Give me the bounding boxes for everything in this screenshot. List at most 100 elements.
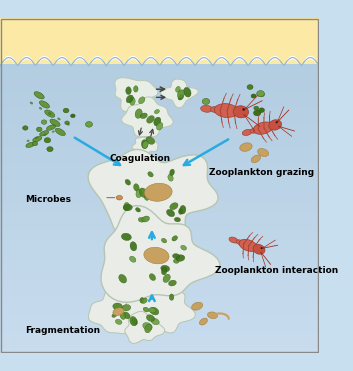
- Ellipse shape: [130, 97, 135, 105]
- Polygon shape: [40, 101, 49, 108]
- Text: Coagulation: Coagulation: [109, 154, 171, 163]
- Bar: [0, 341, 319, 348]
- Ellipse shape: [138, 217, 145, 222]
- Ellipse shape: [143, 307, 149, 312]
- Bar: [0, 56, 319, 62]
- Ellipse shape: [149, 308, 156, 313]
- Polygon shape: [125, 311, 165, 344]
- Ellipse shape: [47, 147, 53, 152]
- Bar: [0, 84, 319, 91]
- Polygon shape: [55, 128, 65, 136]
- Ellipse shape: [112, 313, 117, 317]
- Ellipse shape: [135, 109, 142, 118]
- Bar: [0, 257, 319, 264]
- Ellipse shape: [116, 196, 122, 200]
- Ellipse shape: [120, 312, 126, 319]
- Ellipse shape: [140, 298, 144, 303]
- Ellipse shape: [181, 245, 186, 250]
- Bar: [0, 28, 319, 35]
- Ellipse shape: [253, 122, 273, 134]
- Ellipse shape: [123, 312, 130, 319]
- Bar: [0, 201, 319, 208]
- Ellipse shape: [174, 217, 180, 222]
- Ellipse shape: [224, 108, 230, 113]
- Ellipse shape: [243, 108, 245, 111]
- Ellipse shape: [247, 85, 253, 89]
- Bar: [0, 274, 319, 280]
- Bar: [0, 252, 319, 258]
- Polygon shape: [88, 150, 218, 244]
- Ellipse shape: [184, 87, 191, 97]
- Bar: [0, 240, 319, 247]
- Ellipse shape: [32, 141, 38, 146]
- Bar: [0, 89, 319, 96]
- Ellipse shape: [269, 120, 282, 130]
- Ellipse shape: [144, 183, 172, 201]
- Ellipse shape: [113, 303, 122, 310]
- Ellipse shape: [115, 319, 122, 324]
- Bar: [0, 95, 319, 102]
- Ellipse shape: [130, 316, 137, 326]
- Bar: [0, 168, 319, 174]
- Ellipse shape: [258, 148, 269, 157]
- Ellipse shape: [30, 102, 33, 104]
- Ellipse shape: [169, 294, 174, 301]
- Bar: [0, 151, 319, 158]
- Bar: [0, 296, 319, 303]
- Ellipse shape: [170, 203, 178, 210]
- Ellipse shape: [148, 172, 153, 177]
- Ellipse shape: [66, 123, 70, 125]
- Bar: [0, 190, 319, 197]
- Bar: [0, 280, 319, 286]
- Bar: [0, 18, 319, 64]
- Ellipse shape: [151, 318, 159, 325]
- Bar: [0, 224, 319, 230]
- Ellipse shape: [242, 129, 252, 135]
- Bar: [0, 45, 319, 51]
- Ellipse shape: [250, 128, 258, 133]
- Ellipse shape: [240, 143, 252, 151]
- Bar: [0, 145, 319, 152]
- Ellipse shape: [176, 255, 185, 261]
- Ellipse shape: [26, 140, 30, 142]
- Ellipse shape: [130, 242, 137, 251]
- Bar: [0, 173, 319, 180]
- Ellipse shape: [130, 256, 136, 262]
- Text: Microbes: Microbes: [25, 195, 71, 204]
- Ellipse shape: [276, 121, 278, 124]
- Ellipse shape: [0, 0, 118, 55]
- Bar: [0, 157, 319, 163]
- Ellipse shape: [161, 267, 167, 275]
- Bar: [0, 196, 319, 202]
- Ellipse shape: [257, 127, 263, 131]
- Ellipse shape: [133, 86, 138, 92]
- Ellipse shape: [35, 137, 38, 139]
- Ellipse shape: [179, 209, 183, 214]
- Ellipse shape: [180, 206, 186, 214]
- Polygon shape: [160, 79, 198, 108]
- Bar: [0, 106, 319, 113]
- Polygon shape: [123, 285, 196, 333]
- Ellipse shape: [85, 122, 92, 127]
- Bar: [0, 185, 319, 191]
- Text: Zooplankton interaction: Zooplankton interaction: [215, 266, 339, 275]
- Polygon shape: [88, 288, 146, 334]
- Ellipse shape: [201, 105, 213, 112]
- Bar: [0, 78, 319, 85]
- Ellipse shape: [246, 244, 251, 247]
- Ellipse shape: [146, 315, 155, 321]
- Bar: [0, 134, 319, 141]
- Bar: [0, 213, 319, 219]
- Ellipse shape: [170, 169, 174, 175]
- Bar: [0, 235, 319, 242]
- Ellipse shape: [175, 86, 180, 92]
- Ellipse shape: [253, 244, 265, 254]
- Ellipse shape: [218, 108, 226, 113]
- Ellipse shape: [41, 120, 47, 124]
- Bar: [0, 118, 319, 124]
- Bar: [0, 179, 319, 186]
- Ellipse shape: [146, 137, 155, 144]
- Bar: [0, 218, 319, 224]
- Text: Fragmentation: Fragmentation: [25, 326, 101, 335]
- Ellipse shape: [161, 265, 170, 272]
